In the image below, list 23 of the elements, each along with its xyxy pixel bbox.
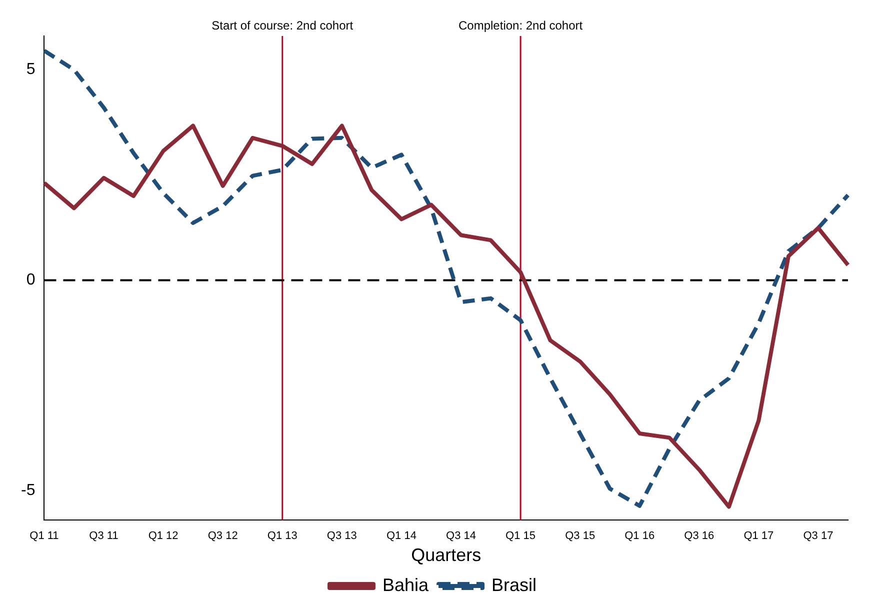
x-tick-label: Q3 15 — [565, 530, 596, 542]
ref-line-label: Completion: 2nd cohort — [458, 18, 584, 32]
line-series — [42, 48, 850, 508]
x-axis-title: Quarters — [411, 545, 482, 566]
x-tick-label: Q3 14 — [446, 530, 476, 542]
x-tick-label: Q3 13 — [326, 530, 357, 542]
x-tick-label: Q3 12 — [208, 530, 238, 542]
legend-label: Bahia — [382, 574, 430, 595]
x-tick-label: Q1 12 — [148, 530, 178, 542]
x-tick-label: Q1 17 — [744, 530, 774, 542]
y-tick-label: 0 — [26, 272, 36, 289]
y-tick-label: -5 — [20, 482, 36, 500]
legend-label: Brasil — [492, 574, 537, 595]
x-tick-label: Q1 14 — [386, 530, 416, 542]
x-tick-label: Q3 11 — [89, 530, 118, 542]
y-tick-label: 5 — [26, 61, 36, 78]
x-tick-label: Q3 16 — [684, 530, 714, 542]
ref-line-label: Start of course: 2nd cohort — [212, 18, 354, 32]
x-tick-label: Q1 15 — [506, 530, 536, 542]
x-tick-label: Q1 11 — [30, 530, 59, 542]
x-tick-label: Q1 16 — [624, 530, 655, 542]
x-tick-label: Q1 13 — [267, 530, 298, 542]
x-tick-label: Q3 17 — [803, 530, 834, 542]
